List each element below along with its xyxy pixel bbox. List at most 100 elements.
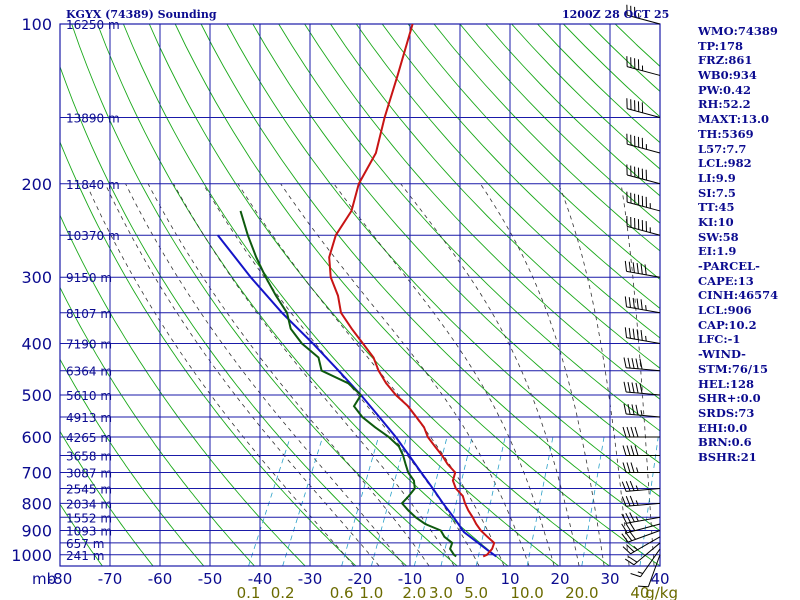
dry-adiabat-line xyxy=(60,430,154,566)
stability-index-item: SRDS:73 xyxy=(698,405,755,420)
temperature-tick-label: 0 xyxy=(455,570,465,588)
wind-barb xyxy=(626,191,661,212)
sounding-profiles xyxy=(217,24,497,558)
stability-index-item: CAPE:13 xyxy=(698,273,754,288)
stability-index-item: SI:7.5 xyxy=(698,185,736,200)
wind-barb xyxy=(637,554,661,588)
stability-index-item: TT:45 xyxy=(698,200,735,215)
stability-index-item: -PARCEL- xyxy=(698,259,760,273)
temperature-tick-label: -50 xyxy=(198,570,223,588)
height-label: 1552 m xyxy=(66,511,112,525)
wind-barb xyxy=(621,480,661,492)
temperature-tick-label: -30 xyxy=(298,570,323,588)
temperature-tick-label: 30 xyxy=(600,570,619,588)
stability-index-item: WMO:74389 xyxy=(698,24,778,38)
stability-index-item: TH:5369 xyxy=(698,126,754,141)
mixing-ratio-line xyxy=(581,436,605,566)
height-label: 2545 m xyxy=(66,482,112,496)
height-label: 3658 m xyxy=(66,449,112,463)
temperature-tick-label: -80 xyxy=(48,570,73,588)
stability-indices-panel: WMO:74389 TP:178 FRZ:861 WB0:934 PW:0.42 RH:5… xyxy=(698,24,798,465)
mixing-ratio-label: 1.0 xyxy=(359,584,383,600)
temperature-tick-label: 10 xyxy=(500,570,519,588)
moist-adiabat-line xyxy=(173,183,455,566)
temperature-tick-label: -60 xyxy=(148,570,173,588)
dry-adiabat-line xyxy=(278,24,660,432)
stability-index-item: HEL:128 xyxy=(698,376,754,391)
wind-barb xyxy=(623,403,661,418)
stability-index-item: LCL:982 xyxy=(698,156,752,171)
height-label: 657 m xyxy=(66,537,104,551)
dry-adiabat-line xyxy=(174,24,660,566)
stability-index-item: L57:7.7 xyxy=(698,141,747,156)
mixing-ratio-label: 3.0 xyxy=(429,584,453,600)
stability-index-item: STM:76/15 xyxy=(698,361,769,376)
wind-barb xyxy=(626,164,661,185)
dewpoint-profile-line xyxy=(239,210,457,558)
mixing-ratio-line xyxy=(413,436,448,566)
wind-barb xyxy=(621,521,661,534)
stability-index-item: LI:9.9 xyxy=(698,170,736,185)
moist-adiabat-line xyxy=(237,183,505,566)
moist-adiabat-line xyxy=(147,183,430,566)
wind-barb xyxy=(622,462,660,474)
mixing-ratio-label: 5.0 xyxy=(464,584,488,600)
dry-adiabat-line xyxy=(60,358,205,566)
moist-adiabat-line xyxy=(85,183,355,566)
wind-barb xyxy=(621,512,661,524)
grid-lines xyxy=(59,23,661,567)
stability-index-item: -WIND- xyxy=(698,347,746,362)
height-label: 9150 m xyxy=(66,271,112,285)
parcel-trace-line xyxy=(217,234,497,558)
stability-index-item: MAXT:13.0 xyxy=(698,112,769,127)
dry-adiabat-line xyxy=(60,140,357,566)
dry-adiabat-line xyxy=(330,24,660,369)
wind-barb xyxy=(621,495,661,507)
dry-adiabat-line xyxy=(60,214,306,566)
wind-barb xyxy=(626,4,661,25)
dry-adiabat-line xyxy=(122,24,559,566)
moist-adiabat-line xyxy=(558,183,630,566)
height-label: 13890 m xyxy=(66,111,120,125)
dry-adiabat-line xyxy=(200,24,660,532)
mixing-ratio-label: 40 xyxy=(630,584,649,600)
mixing-ratio-line xyxy=(248,436,291,566)
height-label: 2034 m xyxy=(66,497,112,511)
wind-barb xyxy=(623,357,661,372)
height-label: 1093 m xyxy=(66,524,112,538)
mixing-ratio-label: 0.2 xyxy=(271,584,295,600)
pressure-tick-label: 200 xyxy=(21,175,52,194)
dry-adiabat-line xyxy=(226,24,660,498)
height-label: 6364 m xyxy=(66,365,112,379)
height-label: 3087 m xyxy=(66,467,112,481)
stability-index-item: CINH:46574 xyxy=(698,288,779,303)
pressure-tick-label: 500 xyxy=(21,386,52,405)
stability-index-item: LCL:906 xyxy=(698,303,752,318)
wind-barb xyxy=(624,542,661,566)
mixing-ratio-line xyxy=(282,436,324,566)
moist-adiabat-line xyxy=(280,183,530,566)
temperature-tick-label: -10 xyxy=(398,570,423,588)
stability-index-item: RH:52.2 xyxy=(698,97,751,112)
wind-barb xyxy=(623,381,661,396)
temperature-tick-label: -40 xyxy=(248,570,273,588)
stability-index-item: EHI:0.0 xyxy=(698,420,748,435)
wind-barb xyxy=(624,260,661,278)
height-label: 4265 m xyxy=(66,431,112,445)
wind-barb xyxy=(622,426,660,438)
moist-adiabat-line xyxy=(333,183,555,566)
dry-adiabat-line xyxy=(252,24,660,464)
mixing-ratio-label: 0.1 xyxy=(237,584,261,600)
dry-adiabat-line xyxy=(407,24,660,280)
mixing-ratio-line xyxy=(440,436,473,566)
stability-index-item: TP:178 xyxy=(698,38,744,53)
height-label: 5610 m xyxy=(66,389,112,403)
height-label: 8107 m xyxy=(66,307,112,321)
wind-barb xyxy=(626,98,661,118)
dry-adiabat-line xyxy=(60,503,103,566)
stability-index-item: FRZ:861 xyxy=(698,53,753,68)
temperature-tick-label: 40 xyxy=(650,570,669,588)
chart-title-time: 1200Z 28 OCT 25 xyxy=(562,8,670,21)
mixing-ratio-label: 2.0 xyxy=(402,584,426,600)
